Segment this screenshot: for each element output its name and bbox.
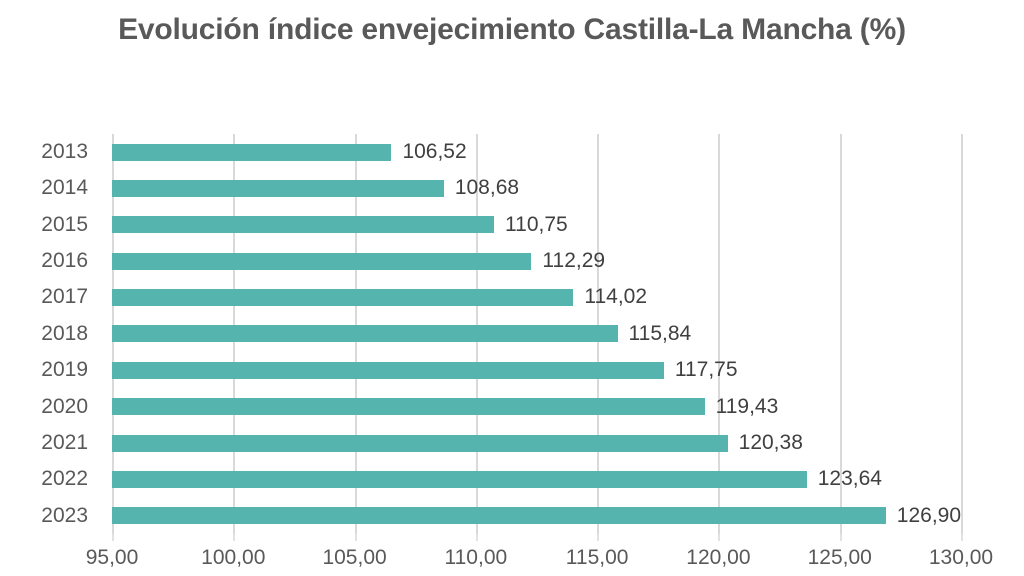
x-axis-tick [961,534,963,541]
bar-value-label: 119,43 [715,394,779,418]
bar-value-label: 112,29 [542,249,606,273]
y-axis-label-2021: 2021 [41,430,88,454]
bar[interactable] [112,361,664,379]
x-axis-tick [718,534,721,541]
bar-value-label: 117,75 [674,358,738,382]
x-axis-label-120,00: 120,00 [686,546,751,569]
bar[interactable] [112,252,532,270]
bar[interactable] [112,289,574,307]
bar[interactable] [112,470,807,488]
y-axis-label-2017: 2017 [41,285,88,309]
bar[interactable] [112,325,618,343]
x-axis-label-100,00: 100,00 [201,546,266,569]
gridline [718,134,721,534]
gridline [839,134,842,534]
y-axis-label-2013: 2013 [41,140,88,163]
gridline [961,134,963,534]
y-axis-label-2015: 2015 [41,212,88,236]
bar[interactable] [112,179,444,197]
bar-row: 114,02 [112,279,961,315]
x-axis-tick [597,534,600,541]
y-axis-label-2020: 2020 [41,394,88,418]
bar-value-label: 126,90 [896,503,962,527]
bar-value-label: 120,38 [738,430,803,454]
bar-value-label: 110,75 [505,212,568,236]
x-axis-tick [354,534,357,541]
y-axis-label-2016: 2016 [41,249,88,273]
bar-row: 106,52 [112,134,961,170]
bar-row: 119,43 [112,389,961,425]
y-axis-label-2018: 2018 [41,321,88,345]
y-axis-label-2022: 2022 [41,467,88,491]
x-axis-tick [112,534,114,541]
bar[interactable] [112,216,495,234]
bar-row: 126,90 [112,498,961,534]
y-axis-label-2023: 2023 [41,503,88,527]
bar-row: 108,68 [112,170,961,206]
x-axis-label-115,00: 115,00 [565,546,629,569]
plot-area: 106,52 108,68 110,75 112,29 114,02 115,84 117,… [112,134,963,534]
bar[interactable] [112,398,705,416]
x-axis-label-125,00: 125,00 [807,546,872,569]
bar[interactable] [112,434,728,452]
bar-row: 115,84 [112,316,961,352]
bar-row: 117,75 [112,352,961,388]
x-axis-label-130,00: 130,00 [928,546,994,569]
bar-value-label: 123,64 [817,467,882,491]
bar-row: 112,29 [112,243,961,279]
y-axis-label-2014: 2014 [41,176,88,200]
x-axis-label-110,00: 110,00 [444,546,508,569]
chart-title: Evolución índice envejecimiento Castilla… [118,13,906,46]
bar-value-label: 106,52 [402,140,467,163]
bar-value-label: 115,84 [628,321,692,345]
bar[interactable] [112,507,886,525]
y-axis-label-2019: 2019 [41,358,88,382]
x-axis-tick [839,534,842,541]
bar-row: 123,64 [112,461,961,497]
bar-row: 110,75 [112,207,961,243]
bar-value-label: 114,02 [584,285,648,309]
x-axis-tick [233,534,236,541]
bar-row: 120,38 [112,425,961,461]
bar[interactable] [112,143,392,161]
x-axis-label-95,00: 95,00 [85,546,139,569]
x-axis-label-105,00: 105,00 [322,546,387,569]
bar-value-label: 108,68 [454,176,520,200]
x-axis-tick [475,534,478,541]
